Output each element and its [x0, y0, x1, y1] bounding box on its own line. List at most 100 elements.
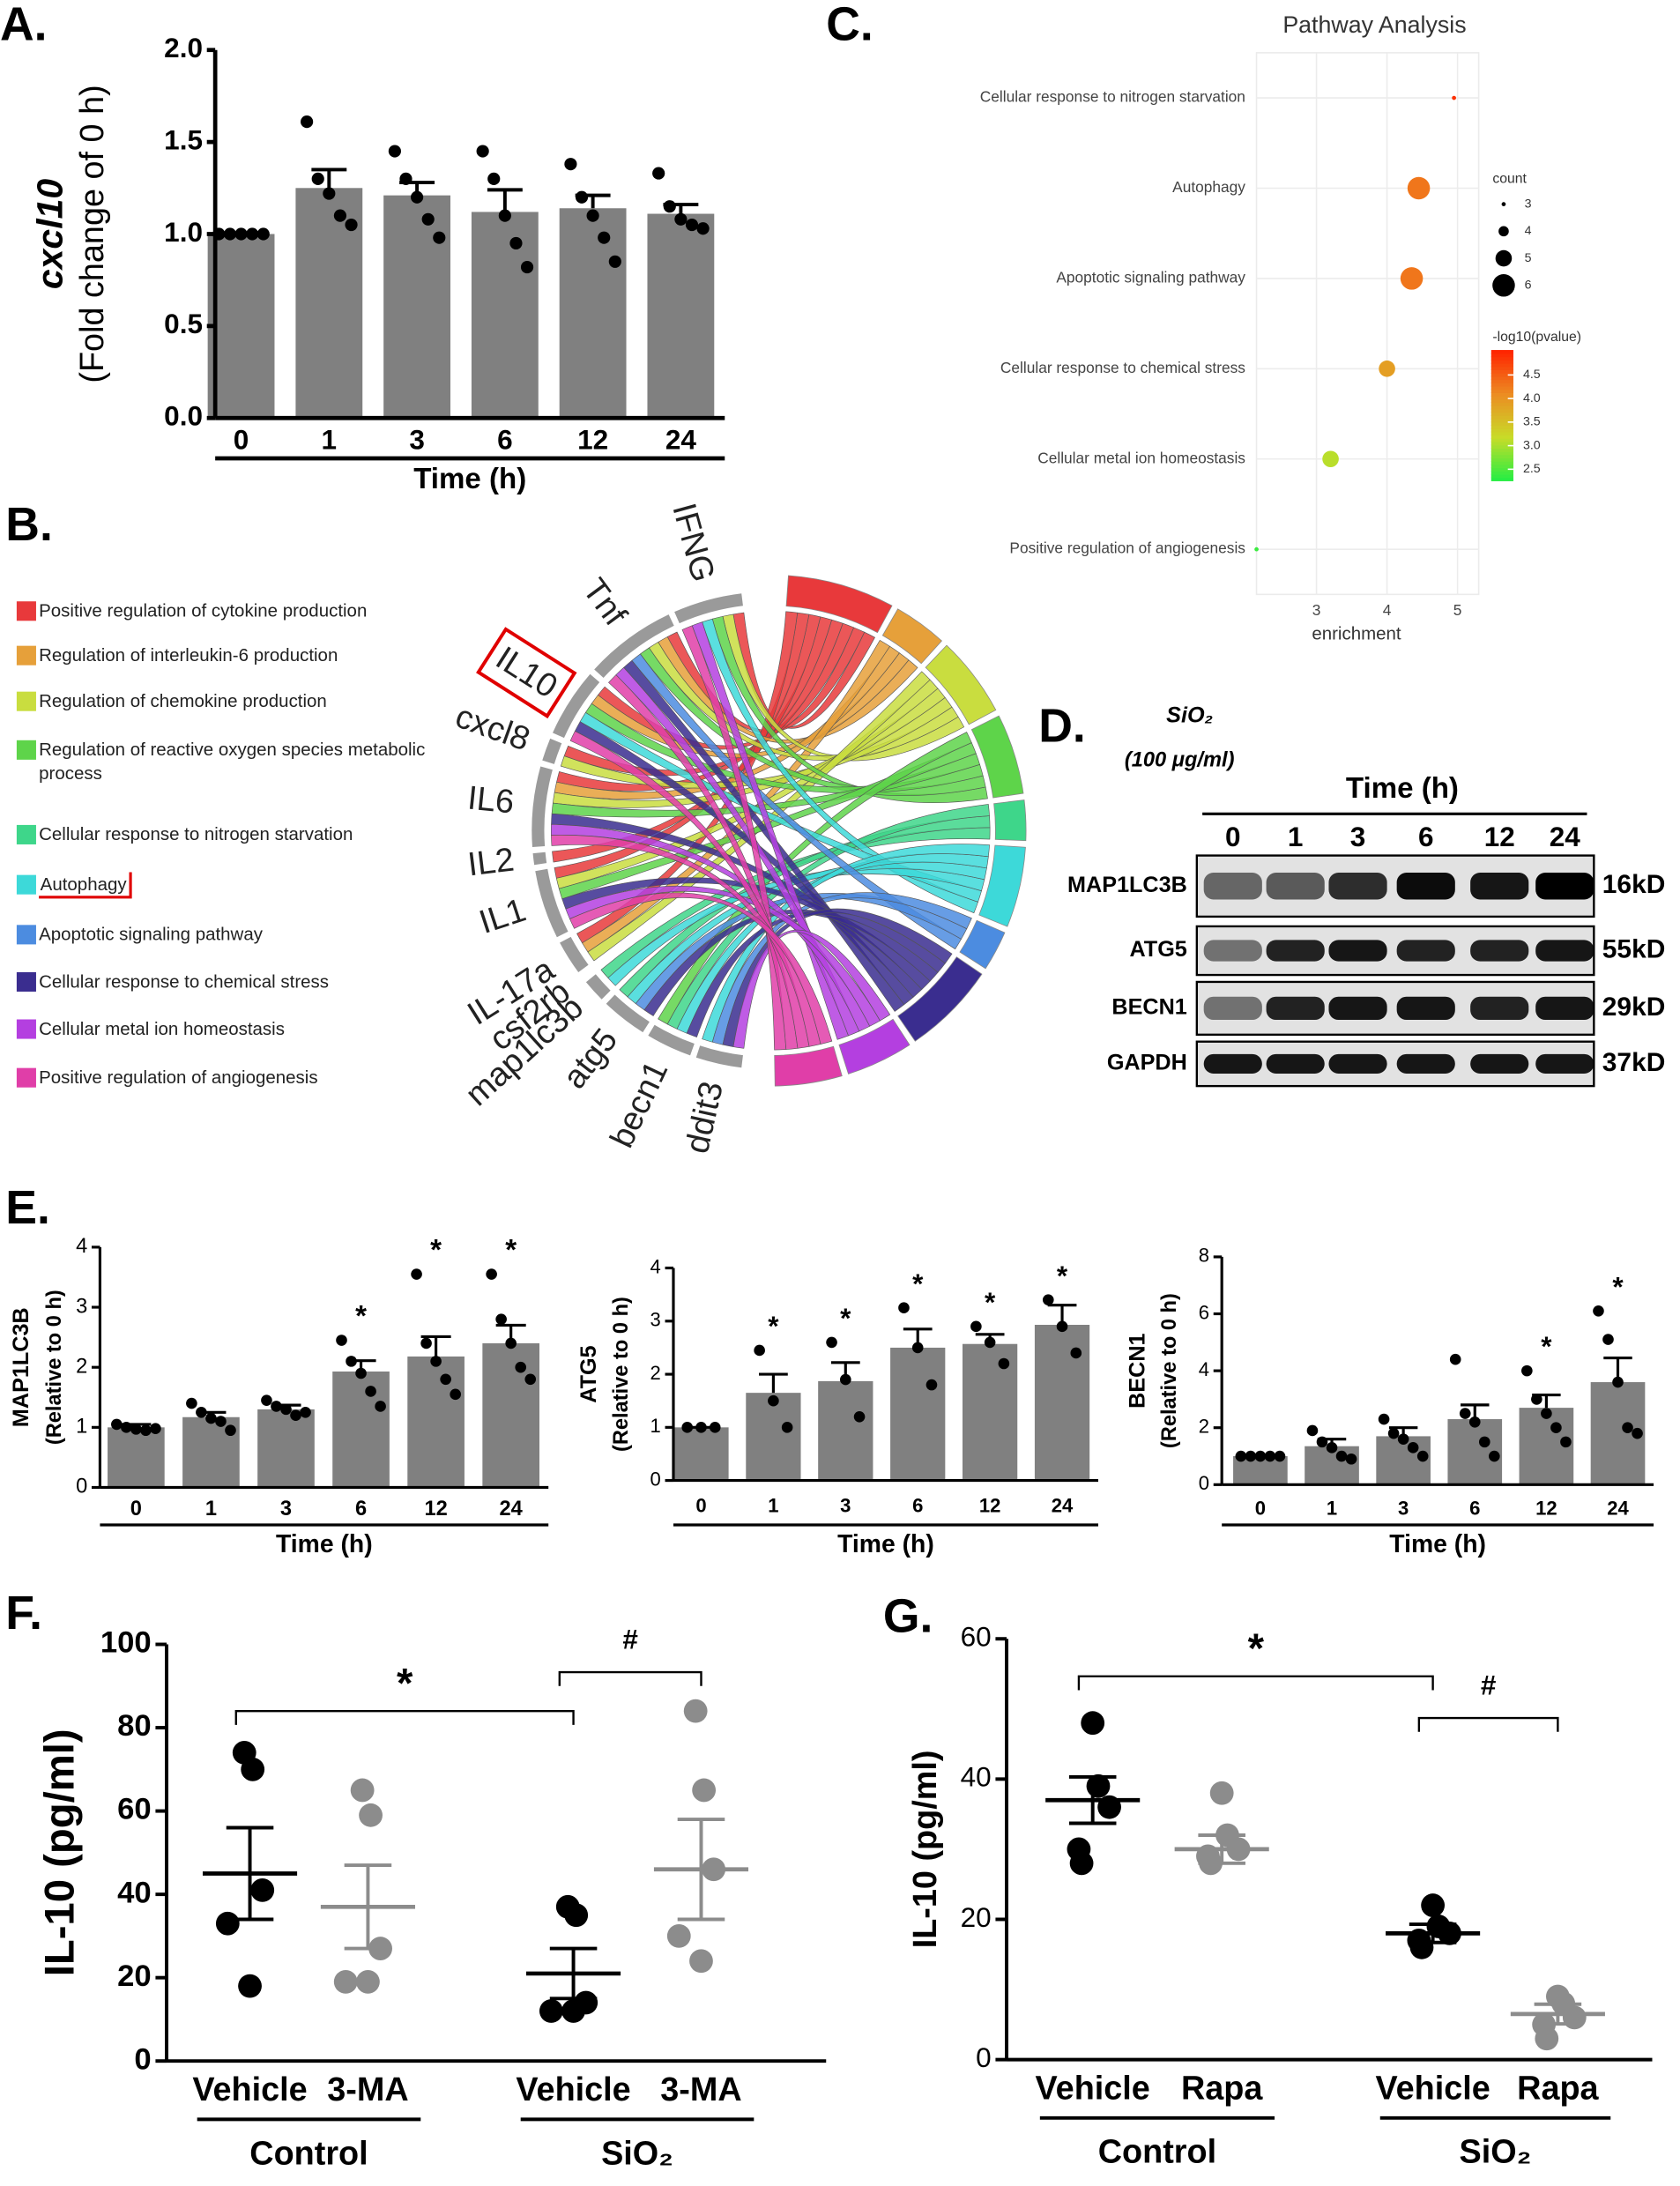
colorbar-tick-label: 2.5 [1523, 462, 1541, 476]
protein-label: MAP1LC3B [1067, 873, 1187, 897]
significance-mark: * [912, 1268, 924, 1299]
data-point [685, 218, 699, 232]
bar [108, 1427, 165, 1488]
colorbar-cell [1490, 392, 1513, 397]
colorbar-cell [1490, 431, 1513, 436]
x-tick-label: 12 [424, 1498, 447, 1521]
x-tick-label: Vehicle [516, 2071, 630, 2108]
legend-item: Regulation of chemokine production [39, 690, 327, 711]
significance-mark: * [1541, 1330, 1552, 1362]
data-point [561, 1999, 585, 2023]
blot-band [1328, 940, 1387, 962]
treatment-label: SiO₂ [1166, 703, 1213, 728]
panel-label: A. [0, 0, 48, 51]
x-tick-label: 1 [768, 1494, 778, 1516]
colorbar-cell [1490, 428, 1513, 433]
colorbar-cell [1490, 385, 1513, 390]
legend-size-dot [1501, 202, 1506, 206]
x-tick-label: 0 [695, 1494, 706, 1516]
legend-label: Positive regulation of cytokine producti… [39, 599, 444, 622]
bubble [1407, 176, 1431, 200]
chart-title: Pathway Analysis [1282, 11, 1466, 38]
data-point [768, 1394, 779, 1407]
bar [257, 1409, 315, 1488]
y-tick-label: 20 [117, 1959, 152, 1993]
term-arc [959, 919, 1006, 970]
data-point [1335, 1450, 1348, 1462]
gene-arc [585, 974, 611, 1000]
data-point [840, 1373, 851, 1386]
significance-mark: * [1057, 1260, 1068, 1291]
gene-label-group: IL10 [476, 627, 577, 719]
comparison-label: # [1481, 1669, 1497, 1701]
colorbar-tick-label: 3.5 [1523, 415, 1541, 429]
gene-label: IL10 [489, 640, 564, 706]
term-arc [774, 1045, 843, 1087]
gene-arc [594, 614, 674, 679]
colorbar-cell [1490, 418, 1513, 423]
data-point [1264, 1450, 1276, 1462]
data-point [290, 1409, 301, 1421]
blot-band [1470, 996, 1529, 1021]
y-axis-title: cxcl10 [30, 179, 71, 289]
colorbar-cell [1490, 457, 1513, 462]
blot-band [1396, 872, 1455, 900]
colorbar-cell [1490, 467, 1513, 472]
data-point [520, 260, 534, 274]
colorbar-cell [1490, 356, 1513, 361]
data-point [564, 158, 577, 171]
x-axis-title: Time (h) [1389, 1530, 1486, 1558]
y-tick-label: 3 [76, 1295, 87, 1318]
colorbar-cell [1490, 450, 1513, 456]
data-point [498, 209, 511, 222]
legend-label: Cellular response to nitrogen starvation [39, 822, 444, 846]
data-point [608, 255, 621, 268]
x-tick-label: 0 [234, 423, 249, 455]
bar [1034, 1325, 1090, 1481]
data-point [336, 1335, 347, 1346]
data-point [1521, 1364, 1533, 1377]
y-tick-label: 6 [1199, 1301, 1209, 1323]
significance-mark: * [768, 1310, 779, 1342]
legend-size-label: 6 [1525, 279, 1532, 293]
legend-swatch [16, 740, 36, 760]
data-point [1378, 1413, 1390, 1425]
bar [559, 208, 627, 419]
data-point [261, 1394, 272, 1406]
chord-ribbon [569, 892, 833, 1045]
x-tick-label: 1 [205, 1498, 217, 1521]
gene-arc [553, 673, 600, 739]
significance-mark: * [355, 1300, 367, 1333]
x-tick-label: 24 [1607, 1498, 1629, 1520]
chord-ribbon [702, 844, 990, 1043]
data-point [356, 1969, 380, 1994]
data-point [1069, 1851, 1094, 1876]
y-tick-label: 4 [1199, 1358, 1209, 1380]
legend-text: Cellular response to nitrogen starvation [39, 823, 353, 844]
data-point [1593, 1305, 1604, 1317]
x-axis-title: Time (h) [413, 463, 526, 495]
panel-label: E. [5, 1182, 50, 1234]
data-point [111, 1418, 123, 1431]
chord-ribbon [722, 908, 953, 1047]
data-point [1409, 1935, 1434, 1959]
x-tick-label: 24 [665, 423, 697, 455]
y-tick-label: 40 [961, 1761, 992, 1793]
data-point [486, 1268, 497, 1280]
data-point [205, 1412, 217, 1424]
error-bar [1198, 1833, 1245, 1865]
bar [647, 213, 715, 419]
x-tick-label: 0 [130, 1498, 142, 1521]
blot-band [1203, 940, 1262, 962]
data-point [925, 1379, 938, 1391]
legend-swatch [16, 971, 36, 992]
plot-area [1255, 52, 1480, 596]
y-tick-label: 0 [76, 1476, 87, 1498]
data-point [1081, 1711, 1105, 1736]
x-tick-label: Rapa [1181, 2070, 1263, 2107]
blot-band [1266, 996, 1325, 1021]
error-bar [759, 1372, 788, 1394]
data-point [333, 1969, 358, 1994]
data-point [1421, 1893, 1446, 1917]
